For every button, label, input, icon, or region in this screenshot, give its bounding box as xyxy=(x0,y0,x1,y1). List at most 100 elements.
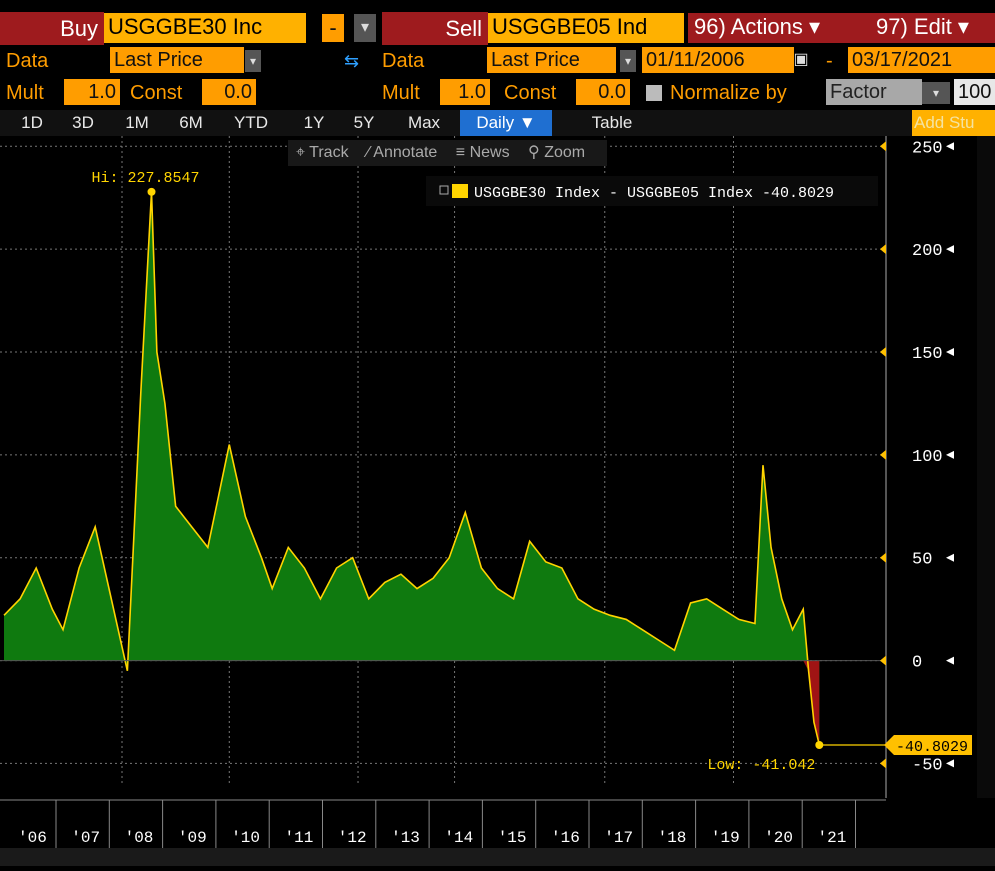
add-study-button[interactable]: Add Stu xyxy=(912,110,995,136)
area-fill xyxy=(4,191,820,745)
frequency-dropdown[interactable]: Daily ▼ xyxy=(460,110,552,136)
x-tick-label: '10 xyxy=(231,829,260,847)
chart-svg[interactable]: 250 200 150 100 50 0 -50 Hi: 227.8547 Low: -41.0… xyxy=(0,136,995,866)
last-value-tag xyxy=(884,734,972,755)
bottom-bar xyxy=(0,848,995,866)
buy-ticker-input[interactable]: USGGBE30 Inc xyxy=(104,13,306,43)
chevron-down-icon[interactable]: ▾ xyxy=(354,14,376,42)
chevron-down-icon[interactable]: ▾ xyxy=(620,50,636,72)
y-tick-arrow xyxy=(946,656,954,665)
chevron-down-icon[interactable]: ▾ xyxy=(922,82,950,104)
x-tick-label: '20 xyxy=(764,829,793,847)
sell-label: Sell xyxy=(382,12,488,45)
series-line xyxy=(3,191,821,746)
zoom-button[interactable]: ⚲ Zoom xyxy=(528,144,586,161)
normalize-checkbox[interactable] xyxy=(646,85,662,101)
minus-button[interactable]: - xyxy=(322,14,344,42)
data-field-right[interactable]: Last Price xyxy=(487,47,616,73)
tab-ytd[interactable]: YTD xyxy=(234,113,268,132)
y-tick-label: 100 xyxy=(912,448,943,467)
y-tick-label: 150 xyxy=(912,345,943,364)
annotate-button[interactable]: ⁄ Annotate xyxy=(367,144,438,161)
y-tick-marker xyxy=(880,244,886,255)
y-tick-label: 250 xyxy=(912,139,943,158)
y-tick-marker xyxy=(880,347,886,357)
end-date-field[interactable]: 03/17/2021 xyxy=(848,47,995,73)
buy-label: Buy xyxy=(0,12,104,45)
tab-1m[interactable]: 1M xyxy=(125,113,149,132)
swap-icon[interactable]: ⇆ xyxy=(344,51,360,71)
actions-menu[interactable]: 96) Actions ▾ xyxy=(688,13,870,43)
tab-6m[interactable]: 6M xyxy=(179,113,203,132)
const-label-right: Const xyxy=(504,82,557,104)
order-bar: Buy USGGBE30 Inc - ▾ Sell USGGBE05 Ind 9… xyxy=(0,12,995,45)
chart-area[interactable]: 250 200 150 100 50 0 -50 Hi: 227.8547 Low: -41.0… xyxy=(0,136,995,866)
mult-field-left[interactable]: 1.0 xyxy=(64,79,120,105)
range-tabs: 1D 3D 1M 6M YTD 1Y 5Y Max Daily ▼ Table … xyxy=(0,110,995,136)
mult-label-right: Mult xyxy=(382,82,420,104)
hi-label: Hi: 227.8547 xyxy=(92,170,200,187)
news-button[interactable]: ≡ News xyxy=(455,144,510,161)
hi-marker xyxy=(147,187,156,196)
edit-menu[interactable]: 97) Edit ▾ xyxy=(870,13,995,43)
table-button[interactable]: Table xyxy=(591,113,633,132)
y-tick-label: 0 xyxy=(912,654,922,673)
right-panel xyxy=(977,136,995,798)
last-value-label: -40.8029 xyxy=(896,739,968,756)
y-tick-marker xyxy=(880,655,886,666)
normalize-amount-field[interactable]: 100 xyxy=(954,79,995,105)
legend-expand-icon xyxy=(439,185,449,195)
x-tick-label: '16 xyxy=(551,829,580,847)
y-tick-marker xyxy=(880,141,886,152)
start-date-field[interactable]: 01/11/2006 xyxy=(642,47,794,73)
data-row: Data Last Price ▾ ⇆ Data Last Price ▾ 01… xyxy=(0,47,995,76)
sell-ticker-input[interactable]: USGGBE05 Ind xyxy=(488,13,684,43)
legend-label: USGGBE30 Index - USGGBE05 Index -40.8029 xyxy=(474,185,834,202)
normalize-label: Normalize by xyxy=(670,82,787,104)
date-separator: - xyxy=(826,50,833,72)
y-tick-arrow xyxy=(946,245,954,254)
track-button[interactable]: ⌖ Track xyxy=(296,144,349,161)
chart-toolbar: ⌖ Track ⁄ Annotate ≡ News ⚲ Zoom xyxy=(288,140,608,166)
x-tick-label: '15 xyxy=(498,829,527,847)
y-tick-marker xyxy=(880,758,886,769)
y-tick-arrow xyxy=(946,759,954,768)
chevron-down-icon[interactable]: ▾ xyxy=(245,50,261,72)
data-field-left[interactable]: Last Price xyxy=(110,47,244,73)
mult-field-right[interactable]: 1.0 xyxy=(440,79,490,105)
normalize-select[interactable]: Factor xyxy=(826,79,922,105)
x-tick-label: '17 xyxy=(604,829,633,847)
tab-1y[interactable]: 1Y xyxy=(303,113,325,132)
y-tick-arrow xyxy=(946,142,954,151)
y-tick-label: 50 xyxy=(912,551,932,570)
x-tick-label: '21 xyxy=(818,829,847,847)
mult-row: Mult 1.0 Const 0.0 Mult 1.0 Const 0.0 No… xyxy=(0,79,995,108)
x-tick-label: '09 xyxy=(178,829,207,847)
y-tick-marker xyxy=(880,449,886,460)
negative-fill xyxy=(803,660,820,745)
y-tick-label: 200 xyxy=(912,242,943,261)
x-tick-label: '14 xyxy=(444,829,473,847)
mult-label-left: Mult xyxy=(6,82,44,104)
calendar-icon[interactable]: ▣ xyxy=(793,51,809,68)
y-tick-marker xyxy=(880,552,886,563)
legend-swatch xyxy=(452,184,468,198)
data-label-left: Data xyxy=(6,50,49,72)
x-tick-label: '06 xyxy=(18,829,47,847)
const-field-left[interactable]: 0.0 xyxy=(202,79,256,105)
const-field-right[interactable]: 0.0 xyxy=(576,79,630,105)
legend-box xyxy=(426,176,878,206)
data-label-right: Data xyxy=(382,50,425,72)
tab-3d[interactable]: 3D xyxy=(72,113,94,132)
x-tick-label: '08 xyxy=(125,829,154,847)
tab-5y[interactable]: 5Y xyxy=(353,113,375,132)
y-tick-arrow xyxy=(946,450,954,459)
x-tick-label: '19 xyxy=(711,829,740,847)
const-label-left: Const xyxy=(130,82,183,104)
y-tick-label: -50 xyxy=(912,756,943,775)
x-tick-label: '18 xyxy=(658,829,687,847)
tab-1d[interactable]: 1D xyxy=(21,113,43,132)
y-tick-arrow xyxy=(946,553,954,562)
y-tick-arrow xyxy=(946,348,954,356)
tab-max[interactable]: Max xyxy=(407,113,441,132)
